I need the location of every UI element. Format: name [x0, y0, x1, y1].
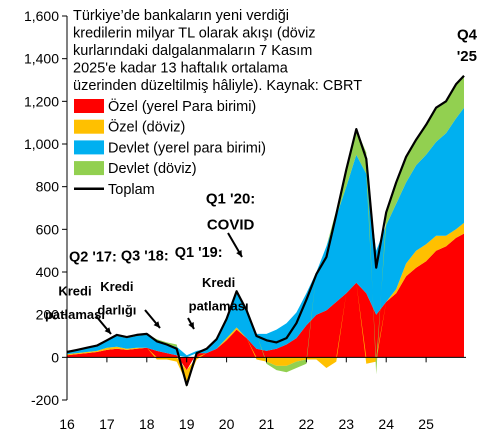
area-ozel-yerel-para-birimi: [67, 233, 464, 371]
x-tick-label: 19: [179, 416, 195, 432]
legend-swatch-ozel-doviz: [74, 119, 104, 134]
axes: -200 0 200 400 600 800 1,000 1,200 1,400 1,600 16 1…: [24, 8, 466, 432]
chart-title: Türkiye’de bankaların yeni verdiği kredil…: [73, 8, 362, 94]
title-line: üzerinden düzeltilmiş hâliyle). Kaynak: …: [73, 78, 362, 94]
area-devlet-yerel-para-birimi: [67, 107, 464, 358]
annotation-q3-18: Q3 '18:: [121, 248, 169, 264]
y-tick-label: -200: [31, 392, 59, 408]
legend-swatch-ozel-yerel-para-birimi: [74, 99, 104, 113]
annotation-arrowhead: [236, 250, 242, 257]
y-tick-label: 200: [36, 307, 60, 323]
annotation-q1-19: Q1 '19:: [175, 245, 223, 261]
x-tick-label: 23: [339, 416, 355, 432]
y-tick-label: 1,400: [24, 51, 59, 67]
x-tick-label: 25: [418, 416, 434, 432]
y-tick-label: 0: [51, 349, 59, 365]
y-tick-label: 400: [36, 264, 60, 280]
x-tick-label: 24: [378, 416, 394, 432]
title-line: kurlarındaki dalgalanmaların 7 Kasım: [73, 43, 312, 59]
legend-label-ozel-yerel-para-birimi: Özel (yerel Para birimi): [108, 97, 256, 115]
legend-label-devlet-yerel-para-birimi: Devlet (yerel para birimi): [108, 140, 266, 156]
y-tick-label: 1,200: [24, 93, 59, 109]
annotation-25: '25: [457, 48, 477, 65]
x-tick-label: 18: [139, 416, 155, 432]
annotation-covid: COVID: [207, 216, 255, 233]
annotation-patlamasi: patlaması: [189, 298, 249, 313]
annotation-kredi: Kredi: [202, 275, 235, 290]
annotation-patlamasi: patlaması: [45, 307, 105, 322]
y-tick-label: 1,000: [24, 136, 59, 152]
y-tick-label: 800: [36, 179, 60, 195]
annotation-arrowhead: [188, 322, 194, 329]
x-tick-label: 17: [99, 416, 115, 432]
legend-label-toplam: Toplam: [108, 182, 155, 198]
x-tick-label: 16: [59, 416, 75, 432]
annotation-kredi: Kredi: [58, 283, 91, 298]
annotation-kredi: Kredi: [100, 279, 133, 294]
x-tick-label: 21: [259, 416, 275, 432]
y-tick-label: 600: [36, 221, 60, 237]
annotation-q2-17: Q2 '17:: [69, 249, 117, 265]
annotation-arrowhead: [104, 327, 111, 334]
x-tick-label: 22: [299, 416, 315, 432]
annotation-arrowhead: [153, 321, 160, 328]
title-line: Türkiye’de bankaların yeni verdiği: [73, 8, 289, 24]
annotation-q1-20: Q1 '20:: [206, 191, 255, 208]
legend-label-devlet-doviz: Devlet (döviz): [108, 161, 197, 177]
x-tick-label: 20: [219, 416, 235, 432]
annotation-q4: Q4: [457, 26, 478, 43]
y-tick-label: 1,600: [24, 8, 59, 24]
annotation-darligi: darlığı: [97, 303, 136, 318]
legend: Özel (yerel Para birimi) Özel (döviz) Devl…: [74, 97, 266, 198]
legend-label-ozel-doviz: Özel (döviz): [108, 118, 185, 136]
annotations: Q4 '25 Q1 '20: COVID Q2 '17: Q3 '18: Q1 '19: Kr…: [45, 26, 478, 335]
title-line: kredilerin milyar TL olarak akışı (döviz: [73, 26, 316, 42]
legend-swatch-devlet-yerel-para-birimi: [74, 140, 104, 155]
line-toplam: [66, 74, 465, 387]
title-line: 2025'e kadar 13 haftalık ortalama: [73, 61, 289, 77]
plot-area: [66, 74, 465, 388]
legend-swatch-devlet-doviz: [74, 161, 104, 176]
